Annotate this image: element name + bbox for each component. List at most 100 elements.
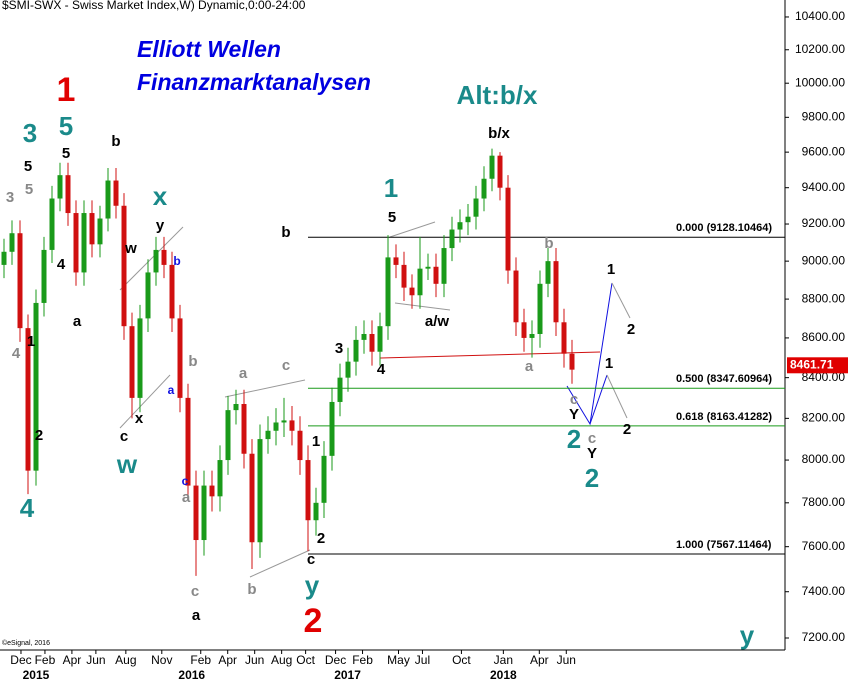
candle-body <box>49 198 55 250</box>
wave-label: 2 <box>317 530 325 547</box>
copyright: ©eSignal, 2016 <box>2 639 50 647</box>
y-tick-label: 8600.00 <box>802 330 846 344</box>
candle-body <box>241 403 247 454</box>
candle-body <box>89 213 95 245</box>
candle-body <box>513 270 519 323</box>
candle-body <box>81 213 87 273</box>
candle-body <box>281 420 287 423</box>
y-tick-label: 10000.00 <box>795 75 845 89</box>
candle-body <box>393 257 399 265</box>
candle-body <box>121 205 127 327</box>
projection <box>589 374 608 425</box>
wave-label: b <box>111 133 120 150</box>
candle-body <box>113 180 119 206</box>
wave-label: a <box>73 313 82 330</box>
candle-body <box>401 264 407 288</box>
candle-body <box>233 403 239 411</box>
candle-body <box>425 266 431 269</box>
candle-body <box>145 272 151 319</box>
wave-label: Y <box>569 406 579 423</box>
wave-label: a/w <box>425 313 450 330</box>
wave-label: b <box>188 353 197 370</box>
candle-body <box>433 266 439 284</box>
wave-label: 1 <box>605 355 613 372</box>
x-tick-label: Feb <box>190 653 211 667</box>
x-tick-label: Nov <box>151 653 172 667</box>
trend-line <box>119 374 171 429</box>
candle-body <box>297 430 303 461</box>
candle-body <box>449 229 455 249</box>
candle-body <box>161 249 167 265</box>
x-tick-label: Jun <box>245 653 264 667</box>
fib-label: 1.000 (7567.11464) <box>676 539 772 551</box>
candle-body <box>97 218 103 245</box>
wave-label: c <box>588 430 596 447</box>
candle-body <box>521 322 527 338</box>
candle-body <box>9 233 15 252</box>
wave-label: y <box>156 217 165 234</box>
wave-label: 1 <box>384 173 398 203</box>
wave-label: x <box>153 181 168 211</box>
candle-body <box>73 213 79 273</box>
candle-body <box>537 283 543 334</box>
wave-label: Y <box>587 445 597 462</box>
candle-body <box>345 361 351 378</box>
wave-label: 5 <box>388 209 396 226</box>
wave-label: 4 <box>12 345 21 362</box>
candle-body <box>441 248 447 284</box>
y-tick-label: 8000.00 <box>802 452 846 466</box>
candle-body <box>209 485 215 497</box>
candle-body <box>273 422 279 431</box>
candle-body <box>561 322 567 354</box>
trend-line <box>249 549 311 578</box>
candle-body <box>217 460 223 497</box>
wave-label: 5 <box>24 158 32 175</box>
wave-label: 1 <box>312 433 320 450</box>
wave-label: 1 <box>57 71 76 109</box>
y-tick-label: 7600.00 <box>802 539 846 553</box>
candle-body <box>225 410 231 461</box>
y-tick-label: 9400.00 <box>802 180 846 194</box>
x-tick-label: Feb <box>35 653 56 667</box>
y-tick-label: 8400.00 <box>802 370 846 384</box>
candle-body <box>377 326 383 352</box>
wave-label: 4 <box>20 493 35 523</box>
wave-label: 2 <box>585 463 599 493</box>
candle-body <box>465 216 471 223</box>
projection <box>606 374 628 419</box>
wave-label: 3 <box>23 118 37 148</box>
wave-label: b <box>544 235 553 252</box>
fib-label: 0.618 (8163.41282) <box>676 411 772 423</box>
candle-body <box>41 249 47 303</box>
candle-body <box>369 333 375 352</box>
wave-label: c <box>191 583 199 600</box>
wave-label: a <box>168 383 175 397</box>
candle-body <box>185 397 191 486</box>
wave-label: 2 <box>567 424 581 454</box>
wave-label: y <box>740 620 755 650</box>
wave-drawings <box>119 221 631 578</box>
candle-body <box>1 251 7 265</box>
wave-label: c <box>282 357 290 374</box>
candle-body <box>265 430 271 440</box>
candle-body <box>481 178 487 199</box>
wave-label: 2 <box>35 427 43 444</box>
x-tick-label: Jul <box>415 653 430 667</box>
wave-label: 4 <box>377 361 386 378</box>
wave-label: a <box>192 607 201 624</box>
x-tick-label: Dec <box>10 653 31 667</box>
wave-label: x <box>135 410 144 427</box>
wave-label: b <box>173 254 180 268</box>
candle-body <box>553 261 559 323</box>
candle-body <box>193 485 199 541</box>
candle-body <box>321 455 327 503</box>
x-tick-label: Feb <box>352 653 373 667</box>
candle-body <box>201 485 207 541</box>
wave-label: b <box>247 581 256 598</box>
wave-label: w <box>116 449 138 479</box>
candle-body <box>33 302 39 471</box>
x-tick-label: Oct <box>296 653 315 667</box>
wave-label: c <box>120 428 128 445</box>
candle-body <box>505 187 511 271</box>
